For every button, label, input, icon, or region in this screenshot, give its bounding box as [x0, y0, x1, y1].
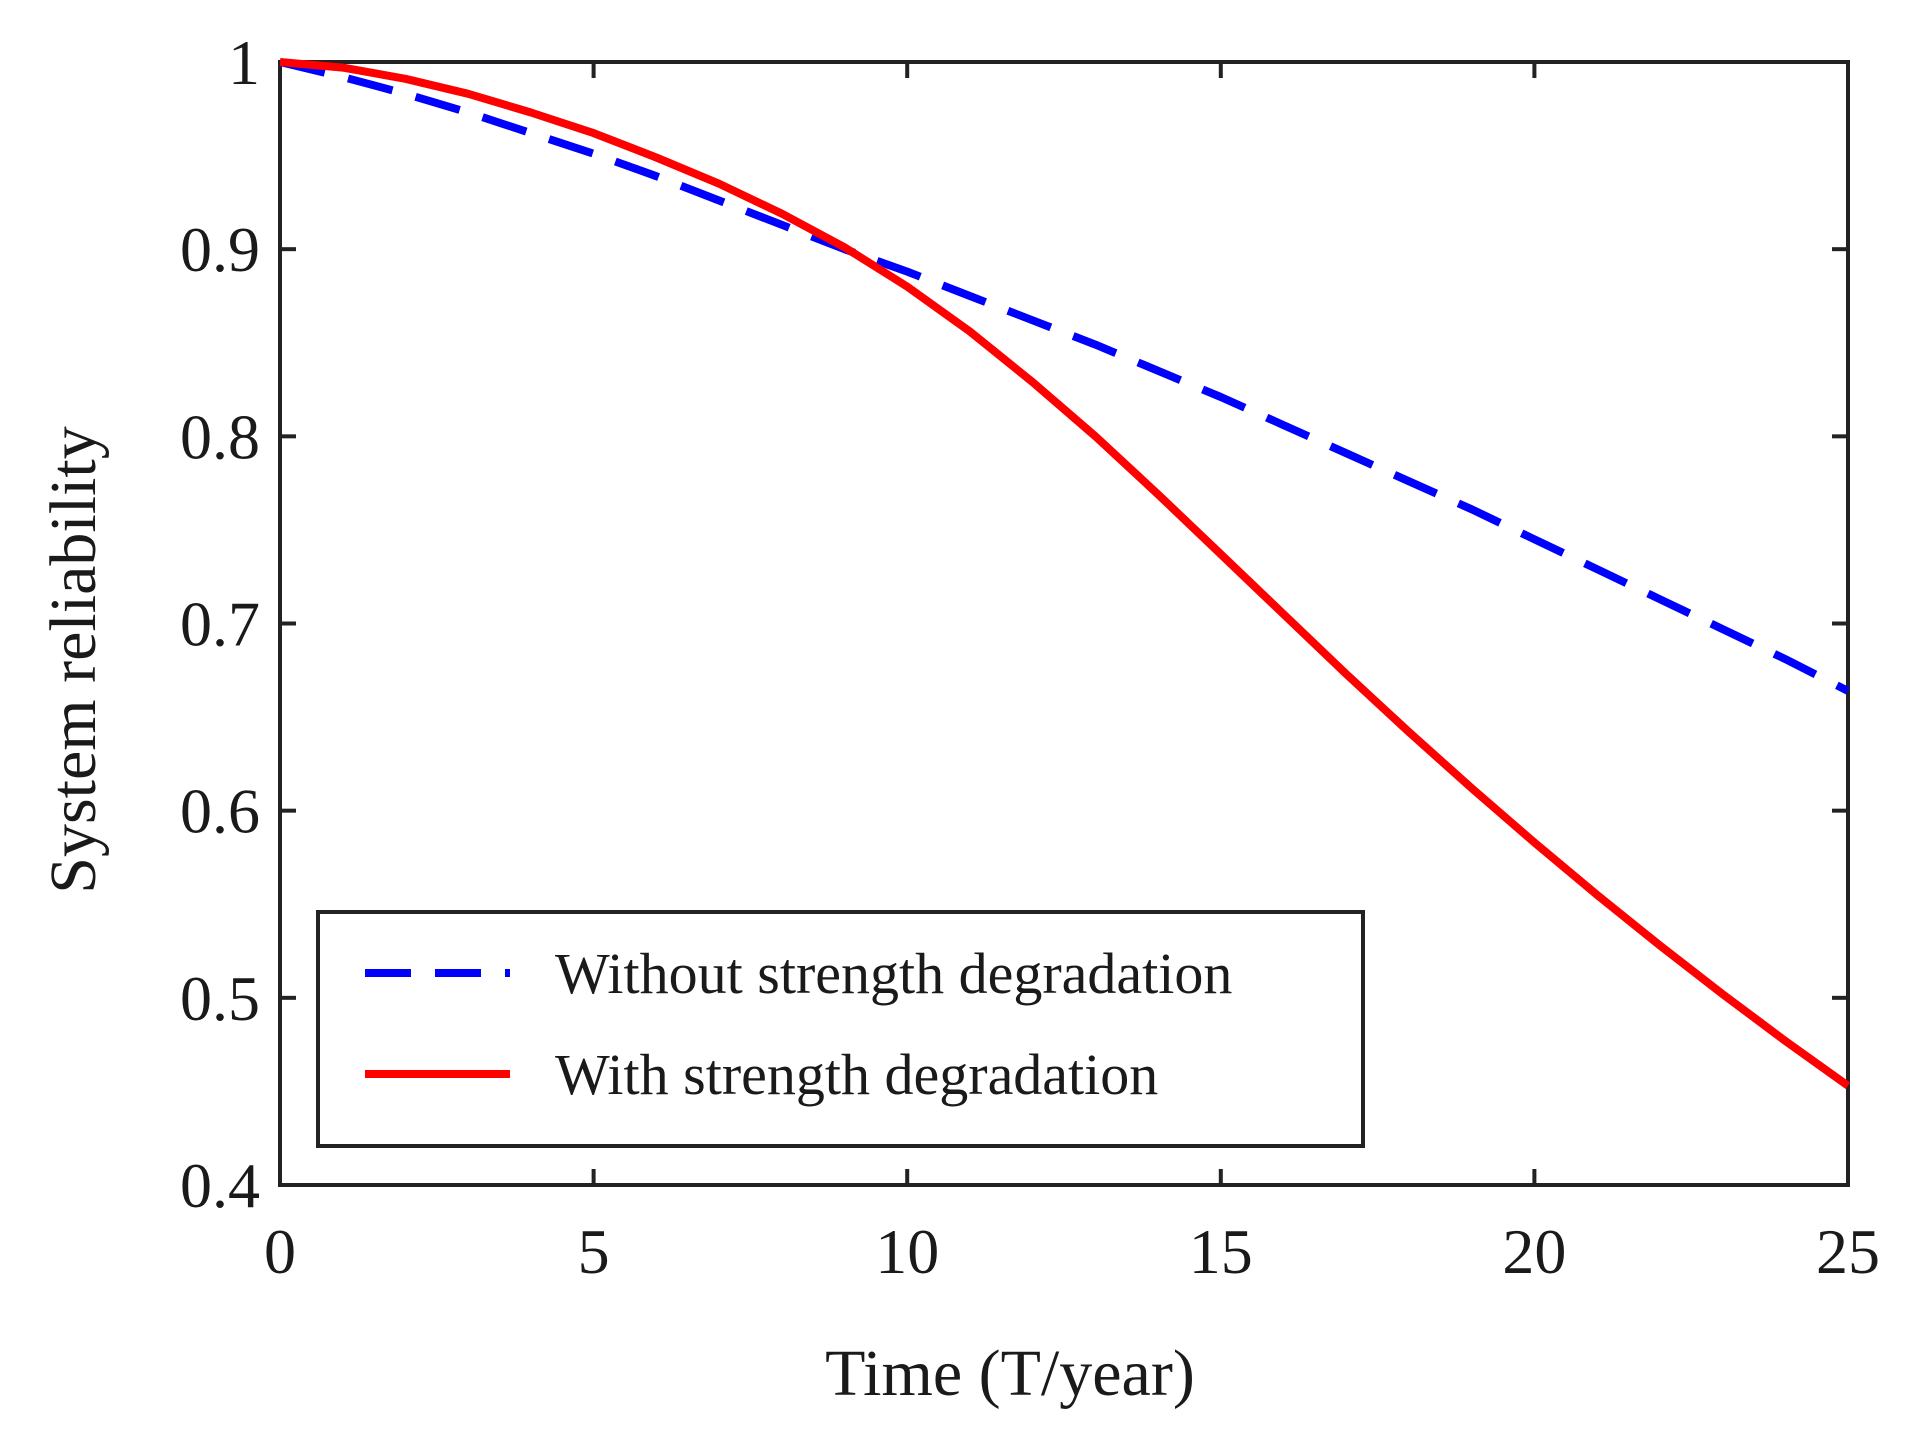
series-line-with-degradation — [279, 58, 1851, 1090]
x-tick-label: 15 — [1189, 1216, 1253, 1287]
x-tick-label: 20 — [1502, 1216, 1566, 1287]
y-tick-label: 0.4 — [180, 1150, 260, 1221]
y-tick-label: 0.5 — [180, 963, 260, 1034]
series-line-without-degradation — [279, 58, 1850, 695]
y-tick-label: 0.9 — [180, 214, 260, 285]
y-tick-label: 1 — [228, 27, 260, 98]
x-tick-label: 5 — [578, 1216, 610, 1287]
axis-ticks: 0 5 10 15 20 25 0.4 0.5 0.6 0.7 0.8 0.9 1 — [180, 27, 1880, 1287]
legend-label-without-degradation: Without strength degradation — [555, 941, 1232, 1006]
legend-label-with-degradation: With strength degradation — [555, 1042, 1158, 1107]
legend: Without strength degradation With streng… — [316, 910, 1365, 1148]
legend-box — [316, 910, 1365, 1148]
x-tick-label: 25 — [1816, 1216, 1880, 1287]
x-tick-label: 0 — [264, 1216, 296, 1287]
y-axis-label: System reliability — [37, 426, 110, 893]
y-tick-label: 0.8 — [180, 401, 260, 472]
y-tick-label: 0.7 — [180, 589, 260, 660]
y-tick-label: 0.6 — [180, 776, 260, 847]
x-axis-label: Time (T/year) — [825, 1337, 1195, 1410]
series-layer — [279, 58, 1851, 1090]
x-tick-label: 10 — [875, 1216, 939, 1287]
